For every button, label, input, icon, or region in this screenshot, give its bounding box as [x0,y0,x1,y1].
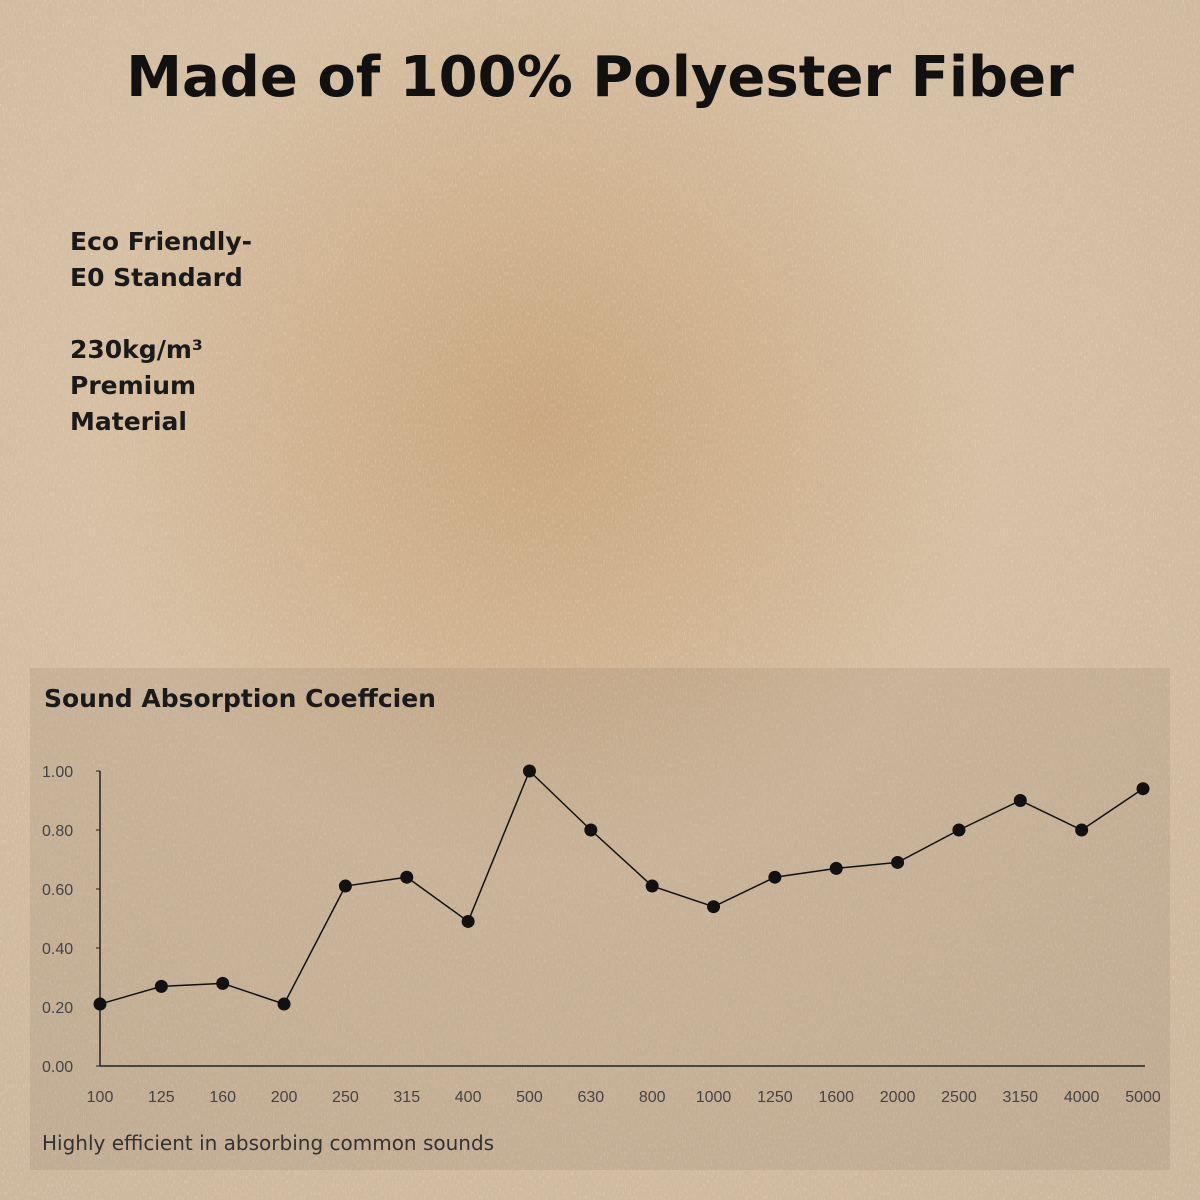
x-tick-label: 100 [87,1089,114,1106]
feature-line: 230kg/m³ [70,335,203,364]
x-tick-label: 1000 [696,1089,732,1106]
features: Eco Friendly- E0 Standard 230kg/m³ Premium M… [70,227,252,436]
y-tick-label: 0.40 [42,941,73,958]
data-point [584,823,598,837]
x-tick-label: 800 [639,1089,666,1106]
x-tick-label: 2500 [941,1089,977,1106]
x-tick-label: 125 [148,1089,175,1106]
data-point [154,979,168,993]
x-tick-label: 2000 [880,1089,916,1106]
x-tick-label: 315 [393,1089,420,1106]
data-point [952,823,966,837]
y-tick-label: 0.20 [42,1000,73,1017]
data-point [461,914,475,928]
data-point [645,879,659,893]
data-point [768,870,782,884]
x-tick-label: 250 [332,1089,359,1106]
title: Made of 100% Polyester Fiber [126,45,1074,110]
x-tick-label: 5000 [1125,1089,1161,1106]
x-tick-label: 3150 [1002,1089,1038,1106]
data-line [99,769,1144,1005]
x-tick-label: 500 [516,1089,543,1106]
y-tick-label: 1.00 [42,764,73,781]
data-point [277,997,291,1011]
feature-line: Premium [70,371,196,400]
feature-line: Material [70,407,187,436]
y-tick-label: 0.80 [42,823,73,840]
caption: Highly efficient in absorbing common sou… [42,1131,494,1155]
x-tick-label: 400 [455,1089,482,1106]
y-tick-label: 0.00 [42,1059,73,1076]
x-tick-label: 1600 [818,1089,854,1106]
x-tick-label: 1250 [757,1089,793,1106]
data-point [400,870,414,884]
feature-line: Eco Friendly- [70,227,252,256]
y-tick-label: 0.60 [42,882,73,899]
data-point [522,764,536,778]
data-point [338,879,352,893]
chart-title: Sound Absorption Coeffcien [44,684,436,713]
chart-panel [30,668,1170,1170]
data-point [1136,782,1150,796]
x-tick-label: 160 [209,1089,236,1106]
data-point [1013,794,1027,807]
data-point [216,976,230,990]
x-tick-label: 4000 [1064,1089,1100,1106]
data-point [829,861,843,875]
feature-line: E0 Standard [70,263,243,292]
data-point [891,855,905,869]
data-point [93,997,107,1011]
x-tick-label: 630 [577,1089,604,1106]
data-point [1075,823,1089,837]
data-point [707,900,721,914]
x-tick-label: 200 [271,1089,298,1106]
